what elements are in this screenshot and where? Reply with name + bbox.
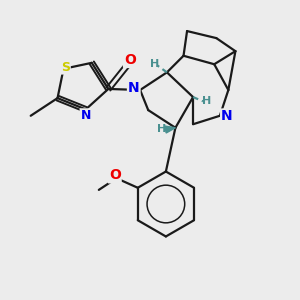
Text: S: S [61,61,70,74]
Text: N: N [128,81,140,95]
Text: H: H [150,58,159,68]
Text: H: H [158,124,166,134]
Text: O: O [124,53,136,67]
Text: O: O [109,168,121,182]
Text: N: N [221,110,233,124]
Text: H: H [202,96,211,106]
Polygon shape [165,126,175,133]
Text: N: N [81,109,91,122]
